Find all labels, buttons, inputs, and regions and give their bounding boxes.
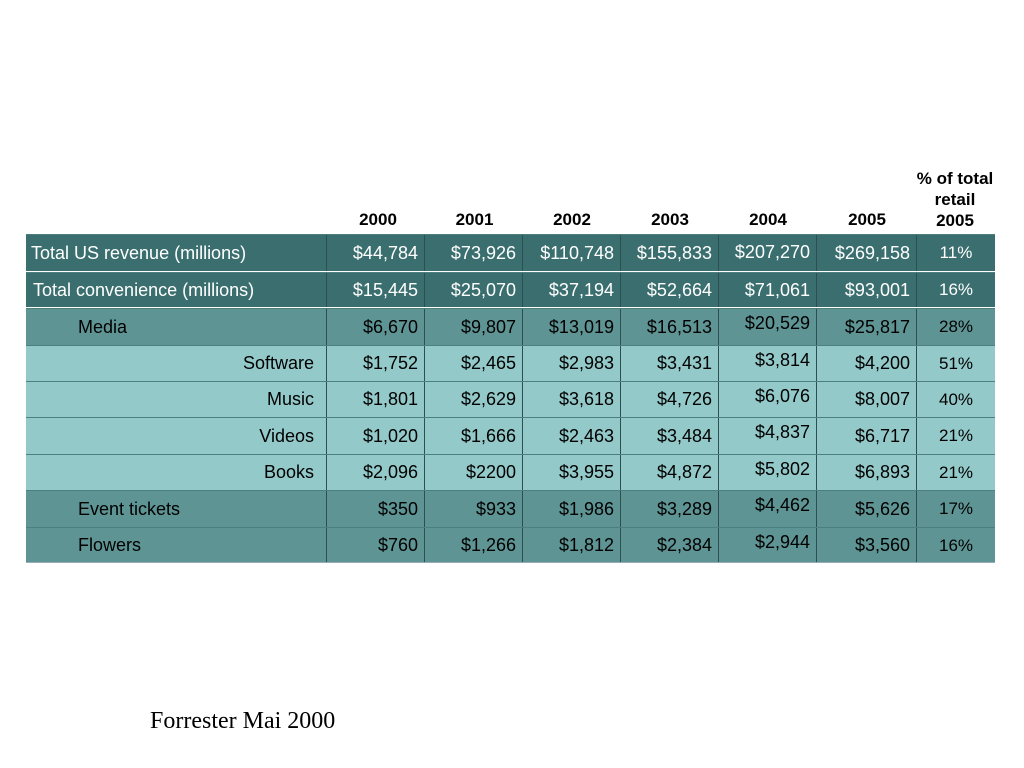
header-pct-of-total-retail: % of total retail 2005 [895, 168, 1015, 231]
value-cell-2001: $73,926 [424, 235, 522, 271]
pct-of-retail-cell: 17% [916, 491, 995, 527]
value-cell-2004: $3,814 [718, 346, 816, 381]
value-cell-2005: $25,817 [816, 309, 916, 345]
table-bottom-border [26, 562, 995, 563]
value-cell-2002: $110,748 [522, 235, 620, 271]
value-cell-2002: $37,194 [522, 273, 620, 307]
pct-of-retail-cell: 28% [916, 309, 995, 345]
value-cell-2003: $52,664 [620, 273, 718, 307]
row-label: Music [266, 389, 314, 409]
value-cell-2005: $4,200 [816, 346, 916, 381]
header-2001: 2001 [455, 210, 494, 229]
pct-of-retail-cell: 16% [916, 273, 995, 307]
row-music: Music $1,801 $2,629 $3,618 $4,726 $6,076 $8,00… [26, 381, 995, 417]
value-cell-2003: $4,726 [620, 382, 718, 417]
value-cell-2000: $6,670 [326, 309, 424, 345]
value-cell-2005: $3,560 [816, 528, 916, 563]
header-pct-line1: % of total [916, 169, 994, 188]
row-label: Videos [259, 425, 314, 446]
value-cell-2004: $71,061 [718, 273, 816, 307]
row-label: Event tickets [78, 498, 181, 519]
value-cell-2001: $933 [424, 491, 522, 527]
pct-of-retail-cell: 51% [916, 346, 995, 381]
value-cell-2003: $3,484 [620, 418, 718, 454]
value-cell-2004: $4,462 [718, 491, 816, 527]
row-videos: Videos $1,020 $1,666 $2,463 $3,484 $4,837 $6,7… [26, 417, 995, 454]
value-cell-2000: $760 [326, 528, 424, 563]
row-event-tickets: Event tickets $350 $933 $1,986 $3,289 $4,462 $… [26, 490, 995, 527]
value-cell-2003: $4,872 [620, 455, 718, 490]
header-2002: 2002 [553, 210, 591, 229]
row-total-us-revenue: Total US revenue (millions) $44,784 $73,92… [26, 234, 995, 271]
value-cell-2001: $2,629 [424, 382, 522, 417]
value-cell-2000: $1,020 [326, 418, 424, 454]
value-cell-2004: $4,837 [718, 418, 816, 454]
pct-of-retail-cell: 40% [916, 382, 995, 417]
value-cell-2000: $1,752 [326, 346, 424, 381]
pct-of-retail-cell: 11% [916, 235, 995, 271]
row-label: Flowers [78, 535, 142, 555]
row-books: Books $2,096 $2200 $3,955 $4,872 $5,802 $6,893… [26, 454, 995, 490]
value-cell-2001: $9,807 [424, 309, 522, 345]
value-cell-2002: $13,019 [522, 309, 620, 345]
header-2003: 2003 [651, 210, 689, 229]
header-pct-line3: 2005 [936, 211, 974, 230]
value-cell-2000: $1,801 [326, 382, 424, 417]
value-cell-2003: $3,289 [620, 491, 718, 527]
header-2005: 2005 [848, 210, 886, 229]
value-cell-2001: $2,465 [424, 346, 522, 381]
value-cell-2002: $3,955 [522, 455, 620, 490]
value-cell-2001: $25,070 [424, 273, 522, 307]
row-label: Media [78, 316, 128, 337]
value-cell-2001: $2200 [424, 455, 522, 490]
value-cell-2005: $93,001 [816, 273, 916, 307]
header-2004: 2004 [749, 210, 787, 229]
header-2000: 2000 [359, 210, 397, 229]
row-media: Media $6,670 $9,807 $13,019 $16,513 $20,529 $2… [26, 308, 995, 345]
value-cell-2004: $20,529 [718, 309, 816, 345]
value-cell-2002: $2,463 [522, 418, 620, 454]
value-cell-2001: $1,266 [424, 528, 522, 563]
value-cell-2000: $44,784 [326, 235, 424, 271]
row-software: Software $1,752 $2,465 $2,983 $3,431 $3,814 $4… [26, 345, 995, 381]
value-cell-2004: $6,076 [718, 382, 816, 417]
pct-of-retail-cell: 16% [916, 528, 995, 563]
value-cell-2005: $5,626 [816, 491, 916, 527]
row-label: Software [242, 353, 314, 373]
value-cell-2002: $1,986 [522, 491, 620, 527]
row-label: Total convenience (millions) [33, 279, 255, 300]
value-cell-2003: $155,833 [620, 235, 718, 271]
value-cell-2004: $5,802 [718, 455, 816, 490]
value-cell-2005: $6,717 [816, 418, 916, 454]
row-label: Books [263, 462, 314, 482]
value-cell-2004: $2,944 [718, 528, 816, 563]
value-cell-2002: $1,812 [522, 528, 620, 563]
source-caption: Forrester Mai 2000 [150, 708, 336, 734]
value-cell-2002: $2,983 [522, 346, 620, 381]
pct-of-retail-cell: 21% [916, 455, 995, 490]
value-cell-2003: $2,384 [620, 528, 718, 563]
row-flowers: Flowers $760 $1,266 $1,812 $2,384 $2,944 $3,56… [26, 527, 995, 563]
value-cell-2005: $269,158 [816, 235, 916, 271]
value-cell-2000: $350 [326, 491, 424, 527]
value-cell-2000: $2,096 [326, 455, 424, 490]
pct-of-retail-cell: 21% [916, 418, 995, 454]
value-cell-2001: $1,666 [424, 418, 522, 454]
value-cell-2003: $16,513 [620, 309, 718, 345]
value-cell-2004: $207,270 [718, 235, 816, 271]
value-cell-2005: $6,893 [816, 455, 916, 490]
value-cell-2003: $3,431 [620, 346, 718, 381]
value-cell-2005: $8,007 [816, 382, 916, 417]
header-pct-line2: retail [934, 190, 976, 209]
value-cell-2002: $3,618 [522, 382, 620, 417]
row-label: Total US revenue (millions) [31, 242, 247, 263]
row-total-convenience: Total convenience (millions) $15,445 $25,0… [26, 272, 995, 307]
value-cell-2000: $15,445 [326, 273, 424, 307]
